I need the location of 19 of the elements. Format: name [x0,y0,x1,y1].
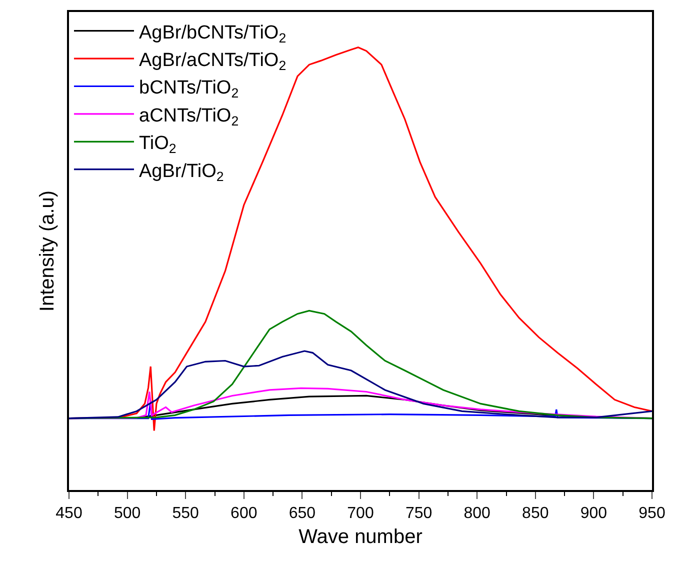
x-tick-label: 900 [580,504,608,522]
y-axis-title: Intensity (a.u) [36,190,58,312]
x-tick-label: 600 [230,504,258,522]
x-tick-label: 650 [288,504,316,522]
legend-label: aCNTs/TiO$_{2}$ [139,105,239,128]
legend-label: AgBr/bCNTs/TiO$_{2}$ [139,22,286,46]
x-tick-label: 950 [638,504,666,522]
x-axis-title: Wave number [298,526,423,548]
legend-label: AgBr/aCNTs/TiO$_{2}$ [139,50,286,73]
x-tick-label: 850 [522,504,549,522]
x-tick-label: 450 [56,504,82,522]
legend-label: TiO$_{2}$ [139,133,176,156]
legend-label: AgBr/TiO$_{2}$ [139,160,224,184]
x-tick-label: 500 [114,504,141,522]
x-tick-label: 750 [405,504,432,522]
x-tick-label: 700 [347,504,374,522]
legend-label: bCNTs/TiO$_{2}$ [139,78,239,101]
x-tick-label: 800 [464,504,491,522]
x-tick-label: 550 [172,504,200,522]
